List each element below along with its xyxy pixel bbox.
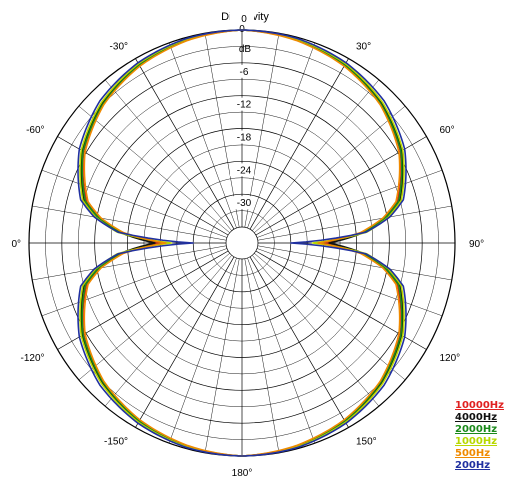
angle-label: -120° xyxy=(21,353,45,364)
grid-spoke xyxy=(252,79,380,231)
angle-label: 90° xyxy=(469,239,484,250)
radial-tick-bg xyxy=(230,12,254,25)
angle-label: 0° xyxy=(11,239,21,250)
radial-tick-label: -18 xyxy=(237,133,252,144)
angle-label: 30° xyxy=(356,42,371,53)
polar-grid xyxy=(28,29,456,457)
grid-spoke xyxy=(135,256,235,428)
grid-spoke xyxy=(249,256,349,428)
grid-spoke xyxy=(252,255,380,407)
angle-label: 180° xyxy=(232,468,253,479)
grid-spoke xyxy=(244,258,280,453)
angle-label: -60° xyxy=(26,125,44,136)
grid-spoke xyxy=(135,58,235,230)
radial-tick-bg xyxy=(230,130,254,144)
legend-item-500hz: 500Hz xyxy=(455,448,490,459)
angle-labels: 030°60°90°120°150°180°-150°-120°0°-60°-3… xyxy=(11,24,484,479)
series-line-200hz xyxy=(77,29,407,457)
grid-spoke xyxy=(41,248,228,317)
grid-spoke xyxy=(247,42,316,229)
grid-spoke xyxy=(257,205,452,241)
radial-tick-label: -30 xyxy=(237,198,252,209)
grid-spoke xyxy=(32,245,227,281)
grid-spoke xyxy=(256,169,443,238)
grid-spoke xyxy=(168,257,237,444)
radial-tick-label: -24 xyxy=(237,165,252,176)
grid-spoke xyxy=(204,258,240,453)
angle-label: -30° xyxy=(110,42,128,53)
grid-spoke xyxy=(254,253,406,381)
grid-spoke xyxy=(41,169,228,238)
grid-spoke xyxy=(78,105,230,233)
radial-tick-label: -6 xyxy=(240,67,249,78)
radial-tick-bg xyxy=(230,163,254,177)
grid-spoke xyxy=(256,248,443,317)
radial-tick-bg xyxy=(230,97,254,111)
grid-spoke xyxy=(204,33,240,228)
grid-spoke xyxy=(168,42,237,229)
angle-label: -150° xyxy=(104,436,128,447)
legend-item-1000hz: 1000Hz xyxy=(455,436,497,447)
radial-tick-labels: 0 -6 -12 -18 -24 -30 xyxy=(230,12,254,210)
grid-spoke xyxy=(244,33,280,228)
grid-spoke xyxy=(257,245,452,281)
grid-spoke xyxy=(255,250,427,350)
angle-label: 60° xyxy=(439,125,454,136)
radial-tick-label: 0 xyxy=(241,14,247,25)
angle-label: 150° xyxy=(356,436,377,447)
grid-spoke xyxy=(255,136,427,236)
grid-spoke xyxy=(57,250,229,350)
radial-unit-label: dB xyxy=(239,44,252,55)
legend-item-10000hz: 10000Hz xyxy=(455,400,504,411)
grid-spoke xyxy=(249,58,349,230)
legend-item-4000hz: 4000Hz xyxy=(455,412,497,423)
grid-spoke xyxy=(247,257,316,444)
legend-item-2000hz: 2000Hz xyxy=(455,424,497,435)
radial-tick-bg xyxy=(230,64,254,78)
grid-spoke xyxy=(57,136,229,236)
radial-tick-label: -12 xyxy=(237,100,252,111)
grid-circle xyxy=(225,226,259,260)
series-lines xyxy=(77,29,407,457)
legend-item-200hz: 200Hz xyxy=(455,460,490,471)
grid-spoke xyxy=(32,205,227,241)
grid-spoke xyxy=(104,255,232,407)
grid-spoke xyxy=(78,253,230,381)
angle-label: 120° xyxy=(439,353,460,364)
radial-tick-bg xyxy=(230,196,254,210)
grid-spoke xyxy=(254,105,406,233)
grid-spoke xyxy=(104,79,232,231)
